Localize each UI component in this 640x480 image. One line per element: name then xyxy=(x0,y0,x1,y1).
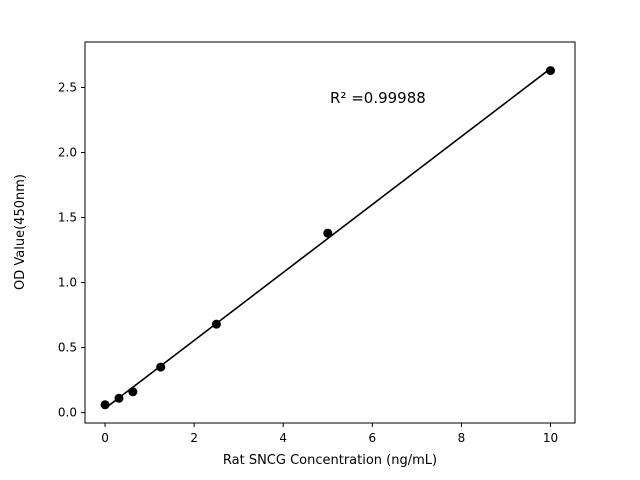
data-point xyxy=(211,319,221,329)
x-tick-label: 4 xyxy=(279,431,287,445)
data-point xyxy=(323,228,333,238)
data-point xyxy=(546,66,555,76)
x-axis-label: Rat SNCG Concentration (ng/mL) xyxy=(223,453,437,468)
y-tick-label: 2.5 xyxy=(58,81,77,95)
data-point xyxy=(114,393,124,403)
y-tick-label: 2.0 xyxy=(58,146,77,160)
data-point xyxy=(128,387,138,397)
x-tick-label: 10 xyxy=(543,431,558,445)
y-tick-label: 0.0 xyxy=(58,406,77,420)
x-tick-label: 0 xyxy=(101,431,109,445)
y-axis-label: OD Value(450nm) xyxy=(13,174,28,290)
y-tick-label: 1.5 xyxy=(58,211,77,225)
y-tick-label: 0.5 xyxy=(58,341,77,355)
y-tick-label: 1.0 xyxy=(58,276,77,290)
data-point xyxy=(156,362,166,372)
data-point xyxy=(100,400,110,410)
x-tick-label: 2 xyxy=(190,431,198,445)
fit-line xyxy=(104,67,551,410)
plot-area: 0 2 4 6 8 10 0.0 0.5 1.0 1.5 2.0 2.5 xyxy=(58,41,576,445)
x-tick-label: 8 xyxy=(458,431,466,445)
r-squared-annotation: R² =0.99988 xyxy=(330,89,426,107)
x-tick-label: 6 xyxy=(368,431,376,445)
